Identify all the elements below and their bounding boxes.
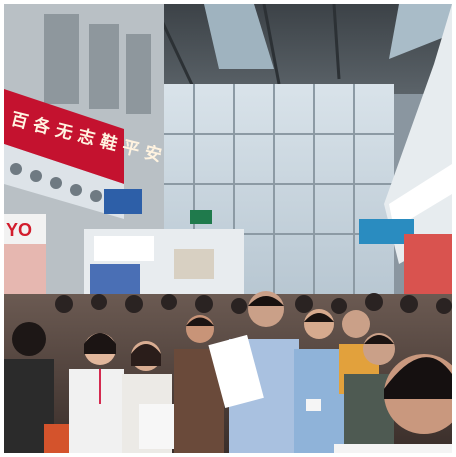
booth-sign bbox=[4, 214, 46, 244]
booth-sign-text: YO bbox=[6, 220, 32, 240]
person-glasses bbox=[344, 333, 395, 453]
blue-sign bbox=[104, 189, 142, 214]
person-white-top bbox=[122, 341, 179, 453]
red-banner bbox=[4, 89, 124, 184]
skylight-right bbox=[389, 4, 452, 59]
person-right-foreground bbox=[334, 354, 452, 453]
photo-frame: 百 各 无 志 鞋 平 安 YO bbox=[4, 4, 452, 453]
person-blue-shirt bbox=[208, 291, 299, 453]
crowd-back bbox=[55, 293, 452, 314]
skylight bbox=[204, 4, 274, 69]
exhibition-hall-photo: 百 各 无 志 鞋 平 安 YO bbox=[4, 4, 452, 453]
person-woman-lanyard bbox=[69, 333, 124, 453]
exit-sign bbox=[190, 210, 212, 224]
